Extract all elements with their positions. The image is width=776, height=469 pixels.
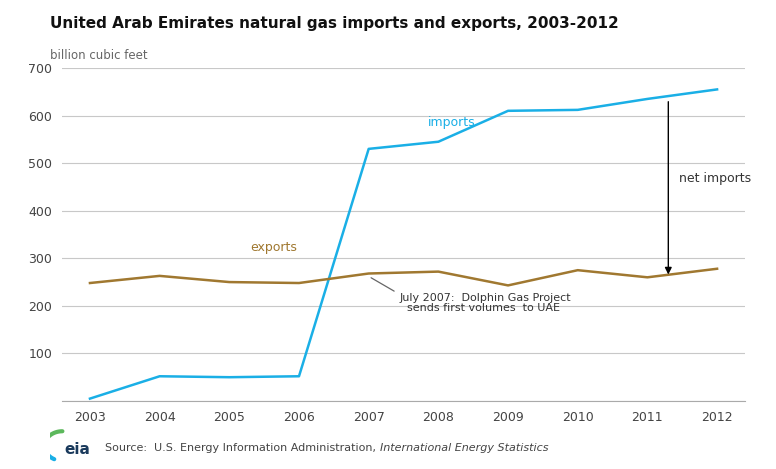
Text: International Energy Statistics: International Energy Statistics [380,443,549,453]
Text: net imports: net imports [679,172,751,185]
Text: eia: eia [64,442,90,457]
Text: imports: imports [428,116,476,129]
Text: United Arab Emirates natural gas imports and exports, 2003-2012: United Arab Emirates natural gas imports… [50,16,619,31]
Text: sends first volumes  to UAE: sends first volumes to UAE [400,303,560,313]
Text: billion cubic feet: billion cubic feet [50,49,148,62]
Text: Source:  U.S. Energy Information Administration,: Source: U.S. Energy Information Administ… [105,443,379,453]
Text: July 2007:  Dolphin Gas Project: July 2007: Dolphin Gas Project [400,294,572,303]
Text: exports: exports [250,242,297,255]
